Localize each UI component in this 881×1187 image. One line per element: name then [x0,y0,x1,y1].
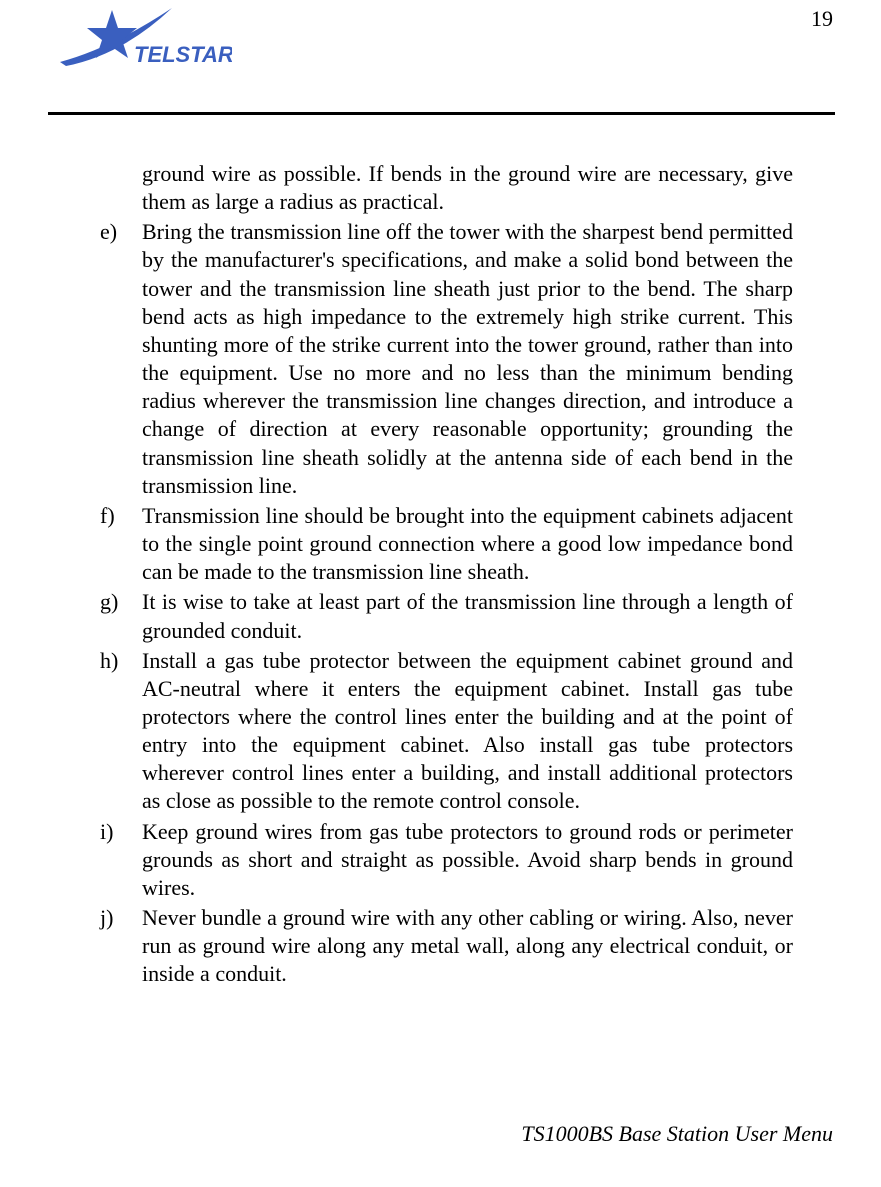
list-item: g) It is wise to take at least part of t… [100,588,793,644]
list-text: Never bundle a ground wire with any othe… [142,905,793,986]
list-item: j) Never bundle a ground wire with any o… [100,904,793,988]
list-text: Transmission line should be brought into… [142,503,793,584]
list-item: h) Install a gas tube protector between … [100,647,793,816]
list-item: e) Bring the transmission line off the t… [100,218,793,500]
list-marker: j) [100,904,136,932]
list-marker: h) [100,647,136,675]
brand-logo: TELSTAR [52,0,232,80]
body-content: ground wire as possible. If bends in the… [100,160,793,991]
footer-text: TS1000BS Base Station User Menu [521,1121,833,1147]
page-header: 19 TELSTAR [0,0,881,104]
list-text: Install a gas tube protector between the… [142,648,793,814]
list-marker: i) [100,818,136,846]
header-rule [48,112,835,115]
list-text: Keep ground wires from gas tube protecto… [142,819,793,900]
list-marker: f) [100,502,136,530]
page-number: 19 [811,6,833,32]
ordered-list: e) Bring the transmission line off the t… [100,218,793,988]
list-marker: g) [100,588,136,616]
page: 19 TELSTAR ground wire as possible. If b… [0,0,881,1187]
orphan-paragraph: ground wire as possible. If bends in the… [142,160,793,216]
list-text: Bring the transmission line off the towe… [142,219,793,497]
list-marker: e) [100,218,136,246]
brand-text: TELSTAR [134,42,232,67]
list-item: f) Transmission line should be brought i… [100,502,793,586]
list-item: i) Keep ground wires from gas tube prote… [100,818,793,902]
list-text: It is wise to take at least part of the … [142,589,793,642]
